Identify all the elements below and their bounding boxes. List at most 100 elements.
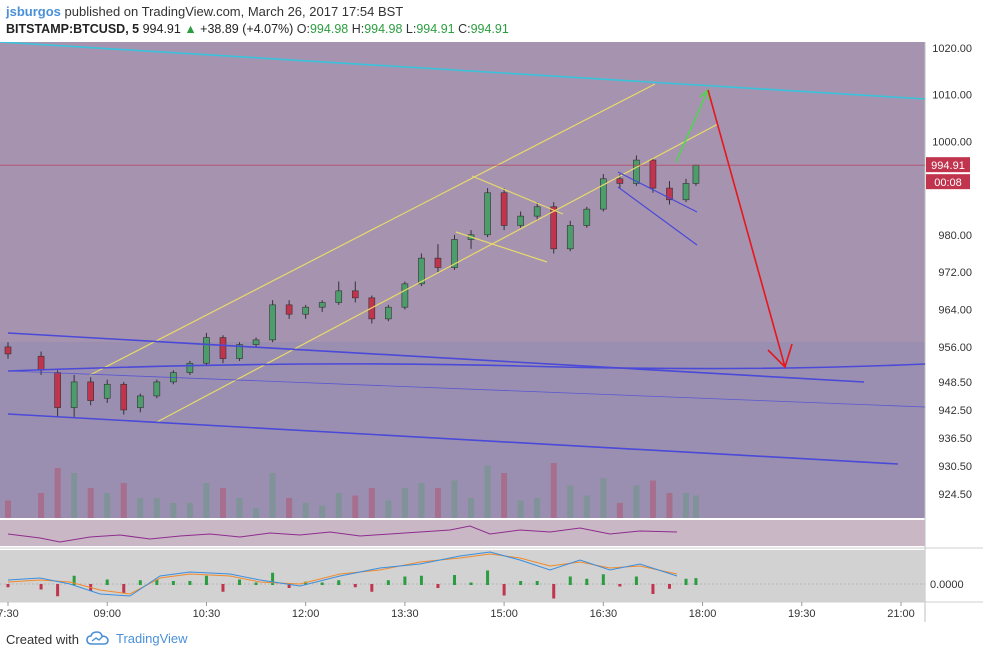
macd-hist-bar: [39, 584, 43, 590]
blue-channel-upper[interactable]: [7, 332, 865, 383]
macd-hist-bar: [122, 584, 126, 594]
macd-hist-bar: [386, 580, 390, 585]
main-pane-bg: [0, 42, 925, 518]
author-name[interactable]: jsburgos: [6, 4, 61, 19]
macd-hist-bar: [138, 580, 142, 585]
y-tick-label: 936.50: [938, 433, 972, 445]
y-tick-label: 1020.00: [932, 43, 972, 55]
macd-hist-bar: [254, 582, 258, 585]
price-axis[interactable]: [925, 42, 983, 622]
red-projection-arrow[interactable]: [707, 89, 786, 368]
y-tick-label: 980.00: [938, 230, 972, 242]
x-tick-label: 10:30: [193, 608, 221, 620]
candle-body: [351, 290, 359, 299]
candle-body: [616, 178, 624, 184]
macd-hist-bar: [287, 584, 291, 588]
volume-bar: [104, 493, 111, 518]
macd-hist-bar: [353, 584, 357, 588]
blue-flag-lower[interactable]: [617, 186, 698, 246]
volume-bar: [5, 500, 11, 518]
green-projection-arrow[interactable]: [675, 89, 709, 163]
volume-bar: [451, 480, 458, 518]
candle-body: [219, 337, 227, 359]
macd-hist-bar: [105, 579, 109, 585]
tradingview-brand[interactable]: TradingView: [86, 630, 188, 646]
macd-hist-bar: [337, 580, 341, 585]
change-arrow-icon: ▲: [184, 22, 197, 36]
volume-bar: [401, 488, 408, 518]
volume-bar: [385, 500, 392, 518]
macd-hist-bar: [535, 581, 539, 585]
x-tick-label: 7:30: [0, 608, 19, 620]
symbol-label: BITSTAMP:BTCUSD, 5: [6, 22, 140, 36]
publish-info: jsburgos published on TradingView.com, M…: [6, 4, 403, 19]
price-chart[interactable]: 1020.00 1010.00 1000.00 980.00 972.00 964.00 9…: [0, 42, 983, 622]
macd-hist-bar: [204, 575, 208, 585]
blue-flag-upper[interactable]: [617, 171, 698, 213]
candle-body: [451, 239, 458, 268]
volume-bar: [236, 498, 243, 518]
support-curve[interactable]: [7, 363, 926, 372]
candle-body: [103, 383, 111, 399]
candle-body: [484, 192, 491, 236]
red-arrowhead: [767, 343, 793, 369]
candle-body: [285, 304, 293, 315]
y-axis-ticks: 1020.00 1010.00 1000.00 980.00 972.00 964.00 9…: [932, 43, 972, 501]
macd-hist-bar: [651, 584, 655, 594]
candle-body: [692, 164, 700, 184]
volume-bar: [484, 465, 491, 518]
x-tick-label: 15:00: [490, 608, 518, 620]
volume-bar: [468, 498, 475, 518]
macd-hist-bar: [436, 584, 440, 588]
volume-bar: [302, 503, 309, 518]
macd-hist-bar: [469, 582, 473, 585]
y-tick-label: 1000.00: [932, 136, 972, 148]
candle-body: [385, 306, 392, 320]
macd-zero-label: 0.0000: [930, 579, 964, 591]
candle-body: [401, 283, 409, 308]
volume-bar: [219, 488, 226, 518]
volume-bar: [253, 508, 260, 518]
macd-hist-bar: [403, 576, 407, 585]
yellow-channel-lower[interactable]: [156, 123, 719, 423]
candle-body: [203, 337, 210, 364]
candle-body: [318, 302, 326, 308]
x-tick-label: 16:30: [590, 608, 618, 620]
yellow-channel-upper[interactable]: [89, 83, 656, 376]
candles: [4, 155, 700, 417]
macd-hist-bar: [304, 581, 308, 585]
volume-bar: [683, 493, 690, 518]
macd-line: [7, 551, 678, 597]
macd-hist-bar: [72, 575, 76, 585]
last-price: 994.91: [142, 22, 181, 36]
created-with-text: Created with: [6, 632, 79, 647]
candle-body: [87, 381, 94, 401]
macd-hist-bar: [618, 584, 622, 587]
volume-bar: [54, 468, 61, 518]
candle-body: [37, 355, 45, 371]
yellow-flag-upper[interactable]: [471, 175, 564, 215]
tradingview-cloud-icon: [86, 631, 109, 645]
macd-hist-bar: [684, 578, 688, 585]
volume-bar: [319, 505, 326, 518]
volume-bar: [170, 503, 177, 518]
y-tick-label: 972.00: [938, 267, 972, 279]
macd-hist-bar: [370, 584, 374, 592]
x-tick-label: 19:30: [788, 608, 816, 620]
volume-bar: [583, 495, 590, 518]
yellow-flag-lower[interactable]: [455, 231, 548, 263]
macd-hist-bar: [601, 574, 605, 585]
rsi-pane-bg: [0, 520, 925, 546]
blue-channel-lower[interactable]: [7, 413, 899, 465]
y-tick-label: 930.50: [938, 461, 972, 473]
low-label: L:: [405, 22, 417, 36]
countdown-tag-text: 00:08: [934, 177, 962, 189]
symbol-info: BITSTAMP:BTCUSD, 5 994.91 ▲ +38.89 (+4.0…: [6, 22, 509, 36]
blue-channel-mid[interactable]: [7, 370, 926, 408]
cyan-trend-line[interactable]: [0, 42, 926, 100]
rsi-line: [7, 525, 678, 543]
low-value: 994.91: [416, 22, 455, 36]
y-tick-label: 942.50: [938, 405, 972, 417]
close-label: C:: [458, 22, 471, 36]
volume-bar: [567, 485, 574, 518]
